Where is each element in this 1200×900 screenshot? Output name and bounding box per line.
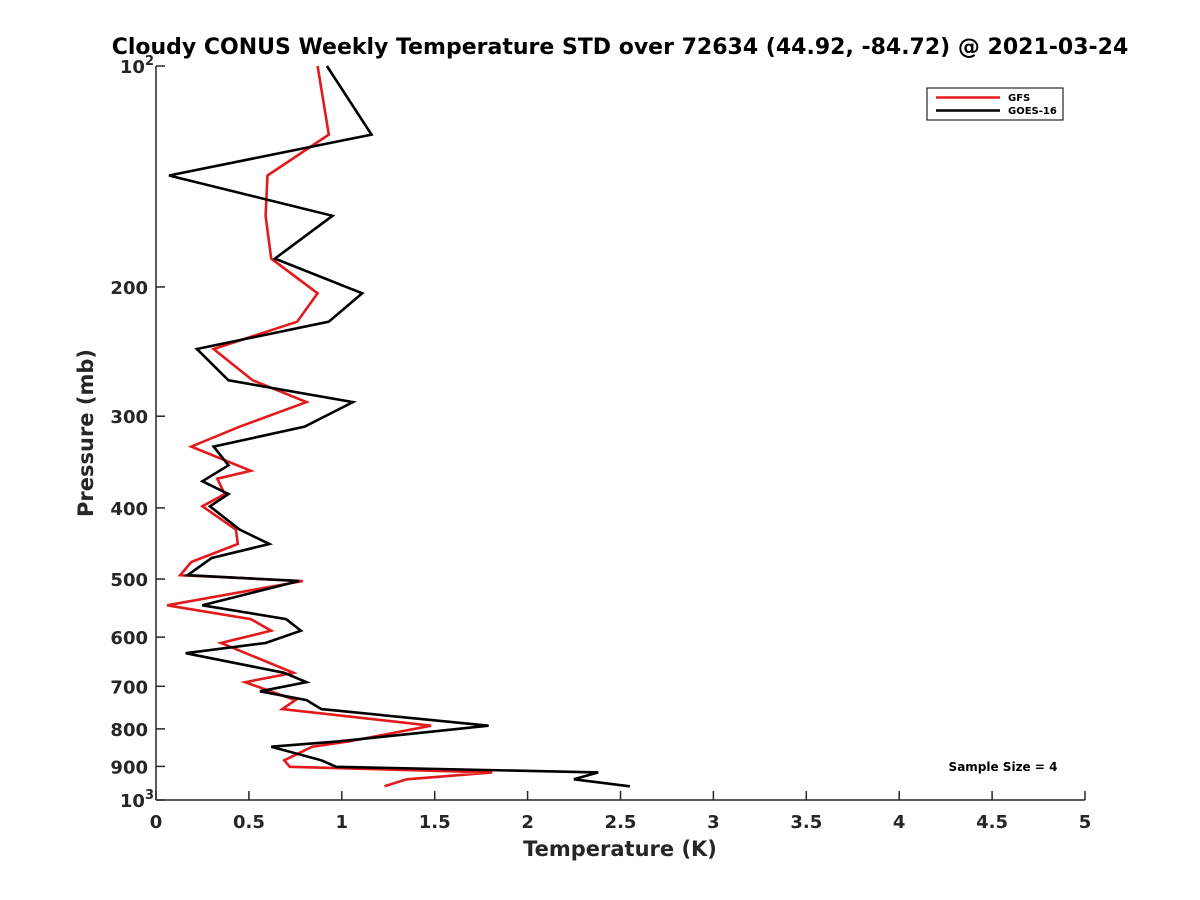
- x-tick-label: 0: [150, 812, 163, 833]
- y-tick-label: 102: [120, 54, 154, 78]
- y-tick-label: 400: [110, 499, 148, 520]
- y-tick-label: 103: [120, 788, 154, 812]
- legend-label-goes16: GOES-16: [1008, 106, 1057, 117]
- legend-box: [926, 87, 1064, 121]
- y-tick-label: 900: [110, 757, 148, 778]
- x-tick-label: 5: [1079, 812, 1092, 833]
- y-tick-label: 700: [110, 677, 148, 698]
- x-ticks: 0 0.5 1 1.5 2 2.5 3 3.5 4 4.5 5: [150, 791, 1092, 833]
- x-axis-label: Temperature (K): [523, 837, 717, 861]
- legend-label-gfs: GFS: [1008, 93, 1030, 104]
- x-tick-label: 3.5: [790, 812, 822, 833]
- series-layer: [166, 65, 630, 788]
- y-tick-label: 300: [110, 407, 148, 428]
- y-tick-label: 800: [110, 720, 148, 741]
- sample-size-annotation: Sample Size = 4: [949, 760, 1058, 774]
- y-ticks: 102 200 300 400 500 600 700 800 900 103: [110, 54, 165, 812]
- x-tick-label: 0.5: [233, 812, 265, 833]
- x-tick-label: 1: [336, 812, 349, 833]
- x-tick-label: 3: [707, 812, 720, 833]
- axes: 0 0.5 1 1.5 2 2.5 3 3.5 4 4.5 5 102 200 300 400 500 600…: [110, 54, 1091, 833]
- x-tick-label: 4: [893, 812, 906, 833]
- series-line-goes16: [168, 65, 630, 788]
- y-tick-label: 200: [110, 278, 148, 299]
- x-tick-label: 2: [521, 812, 534, 833]
- y-axis-label: Pressure (mb): [74, 349, 98, 517]
- plot-area: [166, 65, 630, 788]
- x-tick-label: 2.5: [605, 812, 637, 833]
- y-tick-label: 600: [110, 628, 148, 649]
- y-tick-label: 500: [110, 570, 148, 591]
- legend: GFS GOES-16: [926, 87, 1064, 121]
- x-tick-label: 1.5: [419, 812, 451, 833]
- chart-title: Cloudy CONUS Weekly Temperature STD over…: [112, 35, 1129, 60]
- series-line-gfs: [166, 65, 493, 788]
- x-tick-label: 4.5: [976, 812, 1008, 833]
